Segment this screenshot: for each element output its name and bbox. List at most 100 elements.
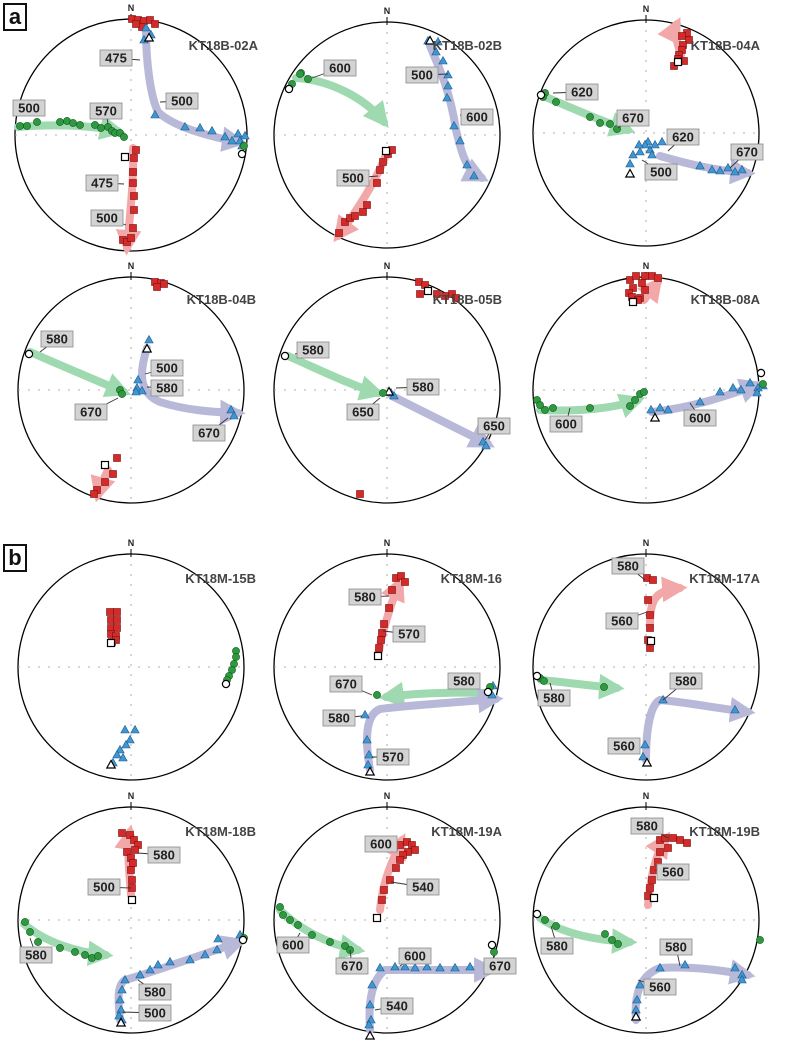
triangle-point — [730, 704, 740, 714]
square-point — [661, 834, 669, 842]
triangle-point — [121, 739, 131, 749]
circle-point — [326, 938, 334, 946]
temperature-label: 475 — [105, 51, 127, 66]
square-point — [385, 604, 393, 612]
square-point — [388, 586, 396, 594]
net-circle — [532, 806, 760, 1034]
triangle-point — [364, 1019, 374, 1029]
temperature-label: 500 — [96, 211, 118, 226]
triangle-point — [115, 994, 125, 1004]
temperature-label-box — [19, 946, 53, 964]
triangle-point — [680, 959, 690, 969]
triangle-point — [462, 159, 472, 169]
temperature-label: 580 — [546, 939, 568, 954]
temperature-label-box — [348, 588, 382, 606]
temperature-label: 500 — [411, 68, 433, 83]
temperature-label: 580 — [665, 940, 687, 955]
stereonet-kt18b-04b: N 580 500 580 670 670 KT18B-04B — [17, 261, 256, 504]
temperature-label: 580 — [328, 711, 350, 726]
circle-point — [76, 121, 84, 129]
open-triangle-point — [641, 757, 653, 767]
temperature-label-box — [138, 983, 172, 1001]
square-point — [113, 454, 121, 462]
temperature-label-box — [607, 737, 641, 755]
square-point — [656, 848, 664, 856]
temperature-label-box — [87, 878, 121, 896]
open-circle-point — [487, 940, 497, 950]
net-circle — [273, 553, 501, 781]
temperature-label: 500 — [171, 94, 193, 109]
net-title: KT18B-08A — [691, 292, 761, 307]
temperature-label: 650 — [352, 405, 374, 420]
triangle-point — [226, 404, 236, 414]
temperature-label-box — [192, 424, 226, 442]
square-point — [109, 470, 117, 478]
net-frame: N — [532, 4, 760, 247]
temperature-label: 560 — [613, 739, 635, 754]
circle-point — [552, 922, 560, 930]
square-point — [646, 884, 654, 892]
triangle-point — [635, 979, 645, 989]
square-point — [113, 608, 121, 616]
temperature-label-box — [364, 835, 398, 853]
net-title: KT18B-02B — [433, 38, 502, 53]
triangle-point — [153, 959, 163, 969]
triangle-point — [728, 382, 738, 392]
triangle-point — [364, 749, 374, 759]
open-square-point — [373, 651, 383, 661]
square-point — [146, 16, 154, 24]
north-label: N — [128, 3, 135, 13]
north-label: N — [384, 6, 391, 16]
temperature-label-box — [329, 675, 363, 693]
triangle-point — [646, 404, 656, 414]
square-point — [683, 839, 691, 847]
temperature-label-box — [89, 102, 123, 120]
temperature-label: 580 — [453, 674, 475, 689]
stereonet-kt18m-17a: N 580 560 580 580 560 KT18M-17A — [532, 538, 761, 781]
circle-point — [69, 119, 77, 127]
temperature-label-box — [565, 83, 599, 101]
temperature-label: 570 — [95, 104, 117, 119]
temperature-label-box — [85, 174, 119, 192]
net-title: KT18M-16 — [441, 571, 502, 586]
open-square-point — [673, 57, 683, 67]
triangle-point — [707, 164, 717, 174]
temperature-label: 670 — [489, 959, 511, 974]
temperature-label: 580 — [636, 819, 658, 834]
square-point — [646, 611, 654, 619]
temperature-label: 500 — [650, 165, 672, 180]
triangle-point — [141, 22, 151, 32]
temperature-label: 600 — [329, 61, 351, 76]
triangle-point — [233, 128, 243, 138]
net-frame: N — [17, 538, 245, 781]
north-label: N — [643, 4, 650, 14]
circle-point — [97, 124, 105, 132]
circle-point — [536, 401, 544, 409]
triangle-point — [465, 961, 475, 971]
circle-point — [308, 931, 316, 939]
triangle-point — [632, 994, 642, 1004]
square-point — [130, 154, 138, 162]
triangle-point — [455, 135, 465, 145]
temperature-label-box — [147, 846, 181, 864]
triangle-point — [658, 694, 668, 704]
square-point — [376, 166, 384, 174]
triangle-point — [435, 962, 445, 972]
square-point — [127, 866, 135, 874]
square-point — [373, 179, 381, 187]
square-point — [448, 290, 456, 298]
temperature-label: 500 — [93, 880, 115, 895]
square-point — [629, 284, 637, 292]
triangle-point — [628, 149, 638, 159]
circle-point — [56, 118, 64, 126]
square-point — [123, 848, 131, 856]
north-label: N — [643, 538, 650, 548]
stereonet-kt18m-18b: N 580 500 580 580 500 KT18M-18B — [17, 791, 256, 1034]
circle-point — [286, 916, 294, 924]
triangle-point — [752, 387, 762, 397]
open-square-point — [106, 638, 116, 648]
triangle-point — [449, 120, 459, 130]
square-point — [356, 490, 364, 498]
circle-point — [640, 388, 648, 396]
triangle-point — [363, 759, 373, 769]
